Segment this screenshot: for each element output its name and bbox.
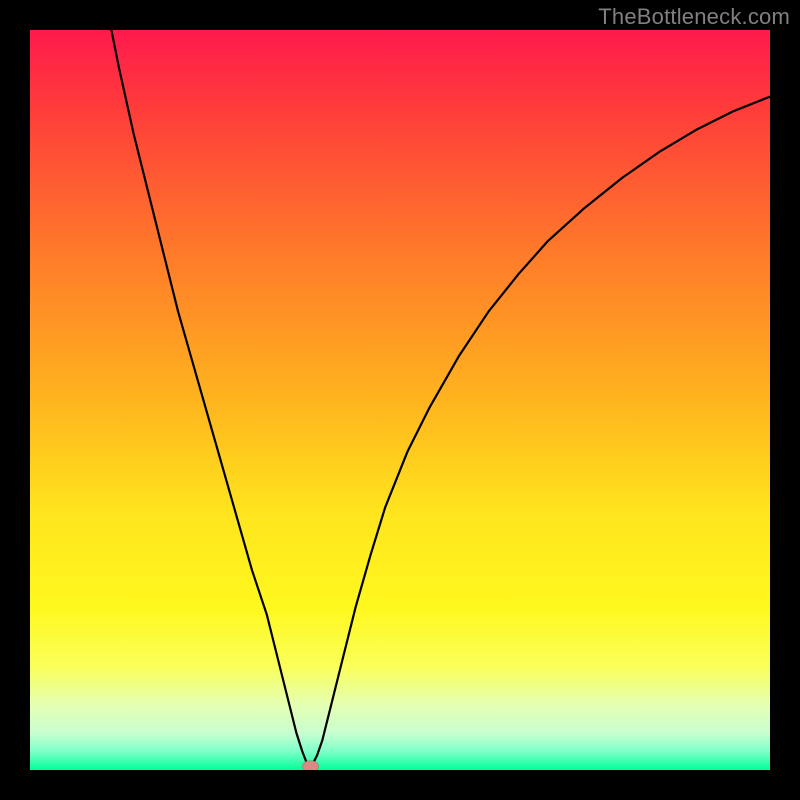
watermark-text: TheBottleneck.com [598, 4, 790, 30]
gradient-background [30, 30, 770, 770]
plot-area [30, 30, 770, 770]
chart-svg [30, 30, 770, 770]
minimum-marker [302, 761, 318, 770]
chart-container: TheBottleneck.com [0, 0, 800, 800]
